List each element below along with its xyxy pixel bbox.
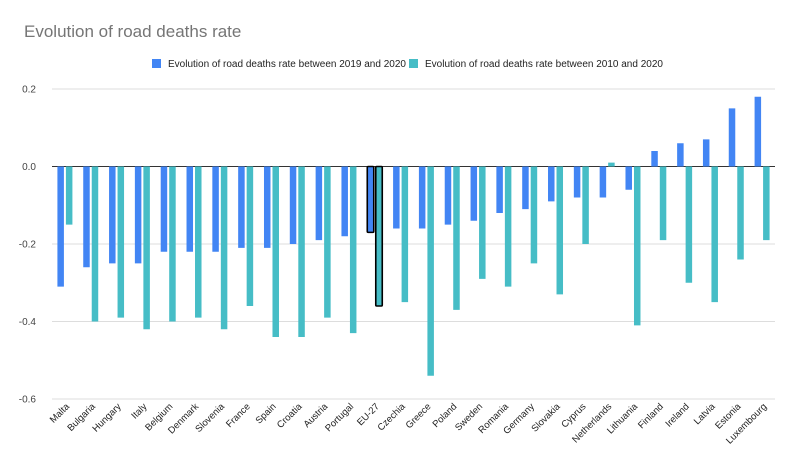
y-tick-label: -0.2 [19,240,37,251]
bar-series1 [548,166,555,202]
bar-series2 [608,162,615,167]
bar-series2 [65,166,73,225]
bar-series2 [582,166,589,244]
bar-series1 [677,143,684,167]
bar-series1 [728,108,736,167]
bar-series1 [418,166,426,229]
x-tick-label: Hungary [90,401,123,434]
bar-series1 [625,166,632,190]
bar-series1 [366,165,375,234]
bar-series1 [444,166,452,225]
bar-series1 [160,166,168,252]
bar-series1 [651,151,658,167]
bar-series2 [143,166,150,330]
bar-series1 [599,166,607,198]
bar-series2 [685,166,693,283]
legend-swatch [152,59,161,68]
x-tick-label: Finland [636,401,666,431]
x-tick-label: Slovenia [193,401,227,435]
bar-series1 [83,166,90,268]
bar-series1 [754,96,762,167]
bar-series1 [496,166,503,213]
bar-series2 [349,166,357,334]
bar-series1 [573,166,581,198]
bar-series2 [246,166,254,306]
bar-series2 [169,166,176,322]
x-tick-label: Czechia [376,401,409,434]
bar-series2 [117,166,125,318]
chart-title: Evolution of road deaths rate [24,22,242,41]
bar-series2 [401,166,409,303]
legend-swatch [409,59,418,68]
bar-series2 [504,166,512,287]
x-tick-label: Italy [129,401,149,421]
bar-series2 [659,166,667,241]
bar-series2 [763,166,770,241]
bar-series2 [298,166,305,337]
bar-series1 [702,139,710,167]
legend-label: Evolution of road deaths rate between 20… [425,59,663,70]
bar-series2 [91,166,99,322]
bar-series2 [453,166,460,310]
y-tick-label: -0.4 [19,317,37,328]
bar-series2 [479,166,486,279]
bar-series1 [470,166,478,221]
bar-series2 [272,166,279,337]
bar-series1 [134,166,142,264]
bar-series1 [186,166,194,252]
bar-series1 [393,166,400,229]
bar-series2 [711,166,718,303]
bar-series1 [341,166,348,237]
x-tick-label: Greece [404,401,434,431]
legend-label: Evolution of road deaths rate between 20… [168,59,406,70]
bar-series1 [212,166,219,252]
bar-series2 [427,166,434,376]
x-tick-label: Portugal [323,401,356,434]
bar-series1 [263,166,271,248]
y-tick-label: 0.2 [22,85,36,96]
bar-series2 [324,166,331,318]
bar-series1 [522,166,529,210]
x-tick-label: Croatia [275,401,305,431]
bar-series2 [633,166,641,326]
x-tick-label: Ireland [663,401,691,429]
y-tick-label: -0.6 [19,395,37,406]
bar-series2 [195,166,202,318]
bar-series1 [289,166,297,244]
x-tick-label: Slovakia [529,401,563,435]
bar-series2 [220,166,228,330]
bar-series2 [374,165,384,307]
bar-series2 [556,166,564,295]
bar-series1 [315,166,323,241]
bar-series1 [109,166,116,264]
x-tick-label: France [224,401,253,430]
bar-series2 [530,166,538,264]
bar-series1 [238,166,245,248]
bar-series2 [737,166,744,260]
bar-series1 [57,166,64,287]
y-tick-label: 0.0 [22,162,36,173]
